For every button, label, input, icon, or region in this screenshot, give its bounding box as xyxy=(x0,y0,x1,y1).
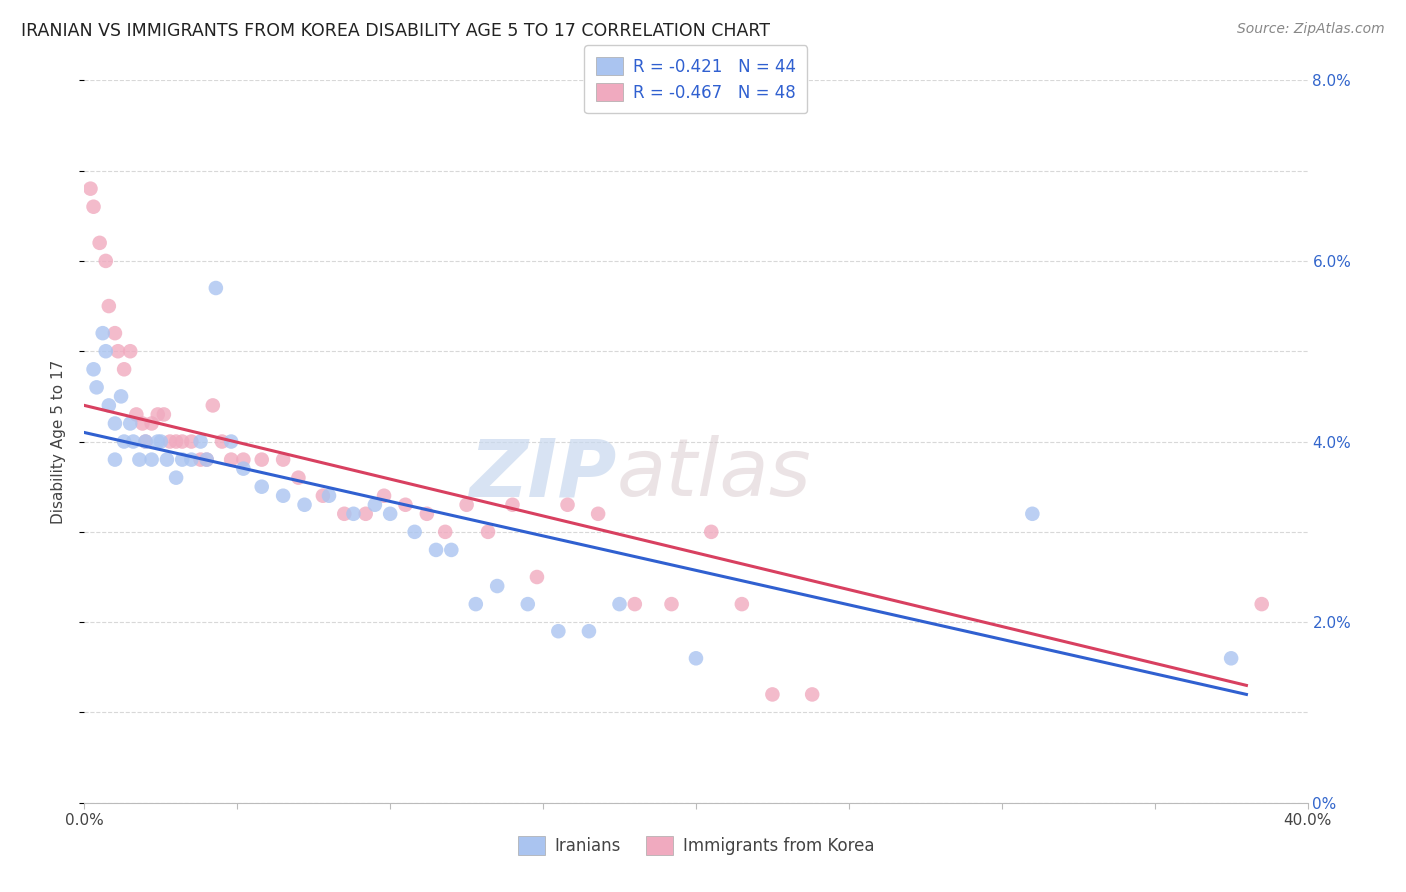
Point xyxy=(516,597,538,611)
Point xyxy=(180,434,202,449)
Point xyxy=(373,489,395,503)
Point xyxy=(165,434,187,449)
Point xyxy=(731,597,754,611)
Point xyxy=(83,200,105,214)
Point xyxy=(89,235,111,250)
Point xyxy=(122,434,145,449)
Point xyxy=(219,452,242,467)
Point xyxy=(557,498,579,512)
Point xyxy=(404,524,426,539)
Point xyxy=(801,687,824,701)
Point xyxy=(547,624,569,639)
Point xyxy=(97,398,120,412)
Text: IRANIAN VS IMMIGRANTS FROM KOREA DISABILITY AGE 5 TO 17 CORRELATION CHART: IRANIAN VS IMMIGRANTS FROM KOREA DISABIL… xyxy=(21,22,770,40)
Point xyxy=(104,417,127,431)
Point xyxy=(86,380,108,394)
Point xyxy=(477,524,499,539)
Point xyxy=(205,281,228,295)
Point xyxy=(287,471,309,485)
Point xyxy=(141,417,163,431)
Point xyxy=(211,434,233,449)
Point xyxy=(342,507,364,521)
Point xyxy=(201,398,224,412)
Point xyxy=(250,480,273,494)
Point xyxy=(141,452,163,467)
Point xyxy=(456,498,478,512)
Point xyxy=(165,471,187,485)
Point xyxy=(135,434,157,449)
Point xyxy=(125,408,148,422)
Point xyxy=(112,362,135,376)
Point xyxy=(79,181,101,195)
Point xyxy=(195,452,218,467)
Point xyxy=(761,687,783,701)
Point xyxy=(190,452,212,467)
Point xyxy=(104,452,127,467)
Point xyxy=(364,498,387,512)
Point xyxy=(91,326,114,340)
Point xyxy=(94,344,117,359)
Point xyxy=(354,507,377,521)
Point xyxy=(271,489,294,503)
Point xyxy=(294,498,316,512)
Point xyxy=(1220,651,1243,665)
Point xyxy=(434,524,457,539)
Point xyxy=(526,570,548,584)
Point xyxy=(219,434,242,449)
Point xyxy=(312,489,335,503)
Point xyxy=(131,417,153,431)
Point xyxy=(578,624,600,639)
Point xyxy=(110,389,132,403)
Point xyxy=(180,452,202,467)
Point xyxy=(146,434,169,449)
Point xyxy=(149,434,172,449)
Y-axis label: Disability Age 5 to 17: Disability Age 5 to 17 xyxy=(51,359,66,524)
Point xyxy=(146,408,169,422)
Point xyxy=(120,417,142,431)
Point xyxy=(250,452,273,467)
Point xyxy=(1250,597,1272,611)
Text: atlas: atlas xyxy=(616,435,811,513)
Point xyxy=(120,344,142,359)
Point xyxy=(195,452,218,467)
Point xyxy=(394,498,416,512)
Point xyxy=(624,597,647,611)
Point xyxy=(1021,507,1043,521)
Point xyxy=(97,299,120,313)
Point xyxy=(464,597,486,611)
Point xyxy=(232,461,254,475)
Point xyxy=(232,452,254,467)
Point xyxy=(380,507,402,521)
Point xyxy=(416,507,439,521)
Text: ZIP: ZIP xyxy=(470,435,616,513)
Point xyxy=(172,452,194,467)
Point xyxy=(425,542,447,557)
Point xyxy=(156,452,179,467)
Point xyxy=(159,434,181,449)
Point xyxy=(190,434,212,449)
Point xyxy=(94,253,117,268)
Text: Source: ZipAtlas.com: Source: ZipAtlas.com xyxy=(1237,22,1385,37)
Point xyxy=(271,452,294,467)
Point xyxy=(153,408,176,422)
Point xyxy=(486,579,509,593)
Point xyxy=(83,362,105,376)
Point xyxy=(440,542,463,557)
Point xyxy=(135,434,157,449)
Point xyxy=(586,507,609,521)
Legend: Iranians, Immigrants from Korea: Iranians, Immigrants from Korea xyxy=(506,825,886,867)
Point xyxy=(172,434,194,449)
Point xyxy=(318,489,340,503)
Point xyxy=(128,452,150,467)
Point xyxy=(333,507,356,521)
Point xyxy=(112,434,135,449)
Point xyxy=(685,651,707,665)
Point xyxy=(700,524,723,539)
Point xyxy=(107,344,129,359)
Point xyxy=(661,597,683,611)
Point xyxy=(609,597,631,611)
Point xyxy=(502,498,524,512)
Point xyxy=(104,326,127,340)
